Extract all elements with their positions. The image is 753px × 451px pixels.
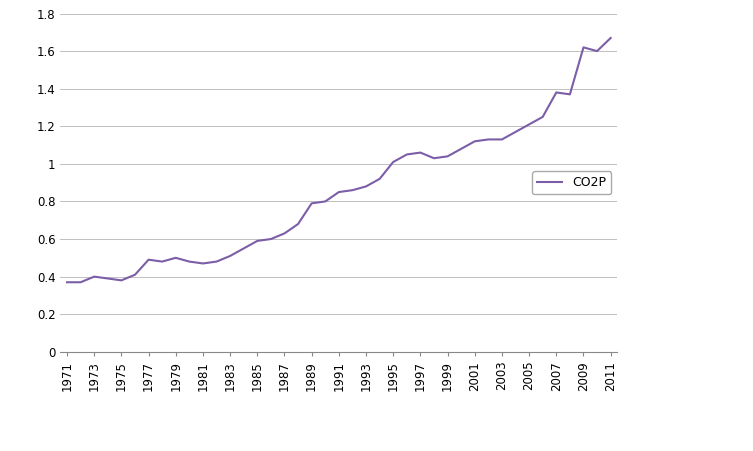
CO2P — [280, 230, 289, 236]
CO2P — [443, 154, 452, 159]
CO2P — [171, 255, 180, 261]
CO2P — [498, 137, 507, 142]
CO2P — [484, 137, 493, 142]
CO2P — [321, 199, 330, 204]
CO2P — [199, 261, 208, 266]
CO2P — [307, 201, 316, 206]
CO2P — [538, 114, 547, 120]
CO2P — [157, 259, 166, 264]
CO2P — [103, 276, 112, 281]
CO2P — [566, 92, 575, 97]
CO2P — [239, 246, 248, 251]
CO2P — [76, 280, 85, 285]
CO2P — [375, 176, 384, 182]
CO2P — [226, 253, 235, 259]
CO2P — [402, 152, 411, 157]
CO2P — [348, 188, 357, 193]
CO2P — [62, 280, 72, 285]
CO2P — [470, 138, 479, 144]
CO2P — [606, 35, 615, 41]
CO2P — [267, 236, 276, 242]
CO2P — [130, 272, 139, 277]
CO2P — [389, 159, 398, 165]
CO2P — [511, 129, 520, 135]
CO2P — [593, 48, 602, 54]
Line: CO2P: CO2P — [67, 38, 611, 282]
Legend: CO2P: CO2P — [532, 171, 611, 194]
CO2P — [294, 221, 303, 227]
CO2P — [253, 238, 262, 244]
CO2P — [144, 257, 153, 262]
CO2P — [525, 122, 534, 127]
CO2P — [334, 189, 343, 195]
CO2P — [117, 278, 126, 283]
CO2P — [212, 259, 221, 264]
CO2P — [552, 90, 561, 95]
CO2P — [456, 146, 465, 152]
CO2P — [184, 259, 194, 264]
CO2P — [429, 156, 438, 161]
CO2P — [416, 150, 425, 155]
CO2P — [361, 184, 370, 189]
CO2P — [90, 274, 99, 279]
CO2P — [579, 45, 588, 50]
